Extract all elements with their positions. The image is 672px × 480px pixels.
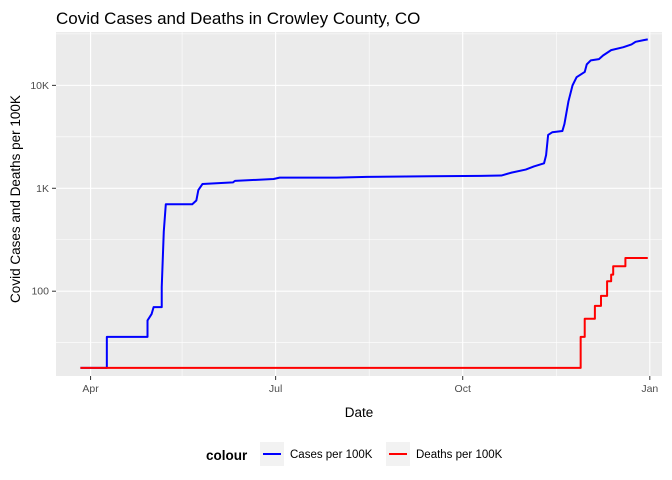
y-axis: 100 1K 10K (30, 80, 56, 298)
y-tick-label: 10K (30, 80, 49, 92)
legend-label: Cases per 100K (290, 449, 373, 461)
series-layer (80, 38, 648, 369)
x-axis: Apr Jul Oct Jan (82, 376, 658, 395)
y-tick-label: 100 (31, 286, 49, 298)
major-gridlines (56, 32, 662, 376)
legend-label: Deaths per 100K (416, 449, 503, 461)
legend: colour Cases per 100K Deaths per 100K (206, 442, 503, 466)
y-axis-title: Covid Cases and Deaths per 100K (8, 95, 23, 303)
x-tick-label: Jul (269, 383, 282, 395)
x-tick-label: Jan (641, 383, 658, 395)
minor-gridlines (56, 32, 662, 376)
plot-panel (56, 32, 662, 376)
x-tick-label: Oct (455, 383, 471, 395)
series-line-cases (80, 38, 648, 369)
legend-title: colour (206, 448, 248, 463)
y-tick-label: 1K (36, 183, 49, 195)
series-line-deaths (80, 257, 648, 369)
x-tick-label: Apr (82, 383, 99, 395)
x-axis-title: Date (345, 405, 374, 420)
chart-title: Covid Cases and Deaths in Crowley County… (56, 9, 420, 28)
